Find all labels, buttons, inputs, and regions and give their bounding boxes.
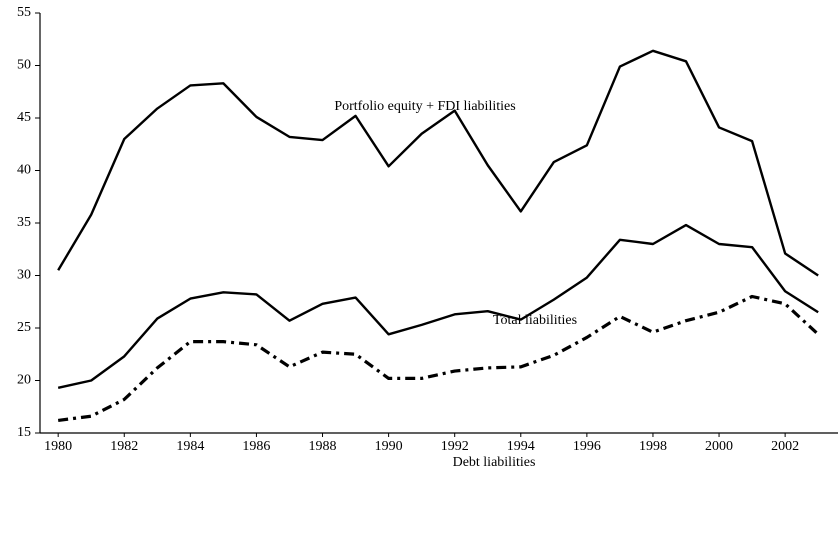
x-tick-label: 1988 (309, 439, 337, 454)
x-tick-label: 1986 (242, 439, 270, 454)
x-tick-label: 1984 (176, 439, 204, 454)
x-tick-label: 1982 (110, 439, 138, 454)
y-tick-label: 35 (17, 215, 31, 230)
x-tick-label: 1994 (507, 439, 535, 454)
series-line (57, 49, 819, 277)
series-label: Debt liabilities (453, 455, 536, 470)
y-tick-label: 55 (17, 5, 31, 20)
x-tick-label: 1996 (573, 439, 601, 454)
y-tick-label: 25 (17, 320, 31, 335)
x-tick-label: 2000 (705, 439, 733, 454)
series-label: Total liabilities (493, 313, 577, 328)
y-tick-label: 15 (17, 425, 31, 440)
x-tick-label: 1990 (375, 439, 403, 454)
x-tick-label: 1998 (639, 439, 667, 454)
x-tick-label: 1980 (44, 439, 72, 454)
x-tick-label: 1992 (441, 439, 469, 454)
series-line (57, 294, 820, 422)
y-tick-label: 50 (17, 58, 31, 73)
series-line (57, 223, 819, 390)
y-tick-label: 40 (17, 163, 31, 178)
y-tick-label: 45 (17, 110, 31, 125)
y-tick-label: 20 (17, 373, 31, 388)
series-label: Portfolio equity + FDI liabilities (334, 99, 515, 114)
x-tick-label: 2002 (771, 439, 799, 454)
y-tick-label: 30 (17, 268, 31, 283)
